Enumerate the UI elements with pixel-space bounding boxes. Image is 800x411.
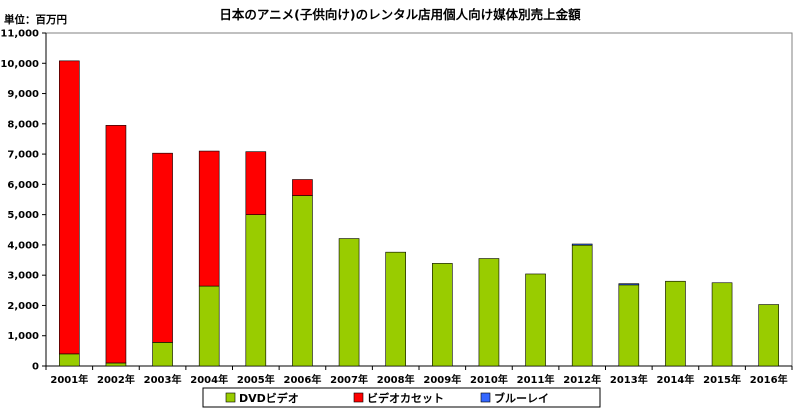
x-tick-label: 2012年 [563,373,601,386]
legend-label: ビデオカセット [367,391,444,405]
x-tick-label: 2014年 [657,373,695,386]
bar-segment-dvd [245,214,267,367]
bar-segment-dvd [618,284,640,367]
x-tick-label: 2005年 [237,373,275,386]
legend-swatch [480,392,491,403]
unit-label: 単位：百万円 [4,13,67,26]
bar-segment-dvd [478,258,500,367]
bar-segment-dvd [338,238,360,367]
bar-segment-dvd [59,353,80,367]
legend-frame [202,387,601,408]
bar-segment-dvd [665,280,686,367]
bar-segment-dvd [758,304,779,367]
y-tick-label: 7,000 [7,150,39,161]
x-tick-label: 2013年 [610,373,648,386]
bar-segment-videocassette [245,151,267,215]
y-tick-label: 3,000 [7,271,39,282]
x-tick-label: 2003年 [144,373,182,386]
x-tick-label: 2004年 [190,373,228,386]
legend-label: ブルーレイ [494,391,549,405]
x-tick-label: 2016年 [750,373,788,386]
bar-segment-dvd [432,263,453,367]
x-tick-label: 2008年 [377,373,415,386]
y-tick-label: 1,000 [7,331,39,342]
x-tick-label: 2002年 [97,373,135,386]
bar-segment-videocassette [198,150,220,287]
bar-segment-videocassette [59,60,80,355]
bar-segment-dvd [105,362,127,367]
x-tick-label: 2006年 [284,373,322,386]
bar-segment-bluray [618,283,640,286]
y-tick-label: 11,000 [0,29,39,40]
y-tick-label: 5,000 [7,210,39,221]
chart-title: 日本のアニメ(子供向け)のレンタル店用個人向け媒体別売上金額 [219,7,581,22]
bar-segment-dvd [385,251,406,367]
x-tick-label: 2009年 [423,373,461,386]
bar-segment-dvd [525,273,546,367]
y-tick-label: 6,000 [7,180,39,191]
x-tick-label: 2010年 [470,373,508,386]
legend-swatch [353,392,364,403]
legend: DVDビデオ ビデオカセット ブルーレイ [202,387,601,408]
bar-segment-dvd [571,244,593,367]
x-tick-label: 2007年 [330,373,368,386]
bar-segment-dvd [292,195,313,367]
legend-label: DVDビデオ [239,391,299,405]
y-tick-label: 0 [32,362,39,373]
y-tick-label: 10,000 [0,59,39,70]
bar-segment-videocassette [105,125,127,364]
y-tick-label: 2,000 [7,301,39,312]
bar-segment-dvd [711,282,733,367]
x-tick-label: 2011年 [517,373,555,386]
y-tick-label: 4,000 [7,240,39,251]
plot-area: 0 1,000 2,000 3,000 4,000 5,000 6,000 7,000 8,00… [0,29,793,386]
bar-segment-videocassette [152,152,173,343]
x-tick-label: 2015年 [703,373,741,386]
bar-segment-videocassette [292,179,313,196]
bar-segment-dvd [152,342,173,367]
legend-swatch [225,392,236,403]
bar-segment-bluray [571,243,593,246]
bar-segment-dvd [198,285,220,367]
y-tick-label: 9,000 [7,89,39,100]
x-tick-label: 2001年 [50,373,88,386]
y-tick-label: 8,000 [7,119,39,130]
